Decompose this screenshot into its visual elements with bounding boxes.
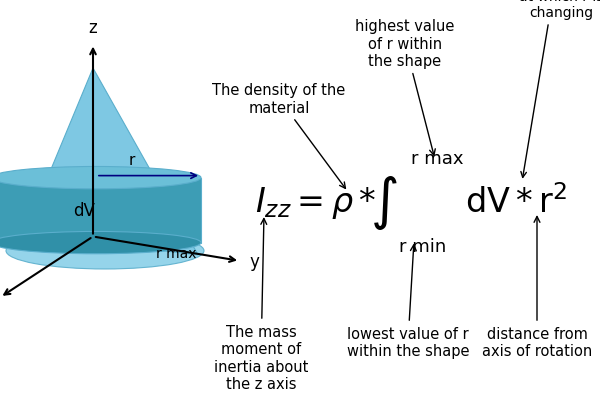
Text: The mass
moment of
inertia about
the z axis: The mass moment of inertia about the z a… [214, 219, 308, 391]
Text: $\mathrm{dV} * \mathrm{r}^2$: $\mathrm{dV} * \mathrm{r}^2$ [465, 185, 568, 220]
Text: The equation
describing the
cylindrical area
within the
shape at any
given value: The equation describing the cylindrical … [506, 0, 600, 178]
Polygon shape [0, 178, 201, 243]
Ellipse shape [0, 167, 201, 190]
Text: The density of the
material: The density of the material [212, 83, 346, 189]
Text: r max: r max [411, 150, 464, 168]
Polygon shape [18, 69, 93, 249]
Text: y: y [249, 252, 259, 270]
Text: highest value
of r within
the shape: highest value of r within the shape [355, 19, 455, 156]
Text: r max: r max [156, 246, 197, 260]
Text: distance from
axis of rotation: distance from axis of rotation [482, 217, 592, 358]
Text: dV: dV [73, 202, 95, 220]
Polygon shape [93, 69, 198, 255]
Text: $I_{zz} = \rho *$: $I_{zz} = \rho *$ [255, 185, 377, 220]
Ellipse shape [6, 233, 204, 269]
Text: lowest value of r
within the shape: lowest value of r within the shape [347, 245, 469, 358]
Text: z: z [89, 19, 97, 36]
Text: $\int$: $\int$ [370, 174, 398, 231]
Text: r min: r min [399, 237, 446, 255]
Text: r: r [129, 153, 135, 168]
Ellipse shape [0, 232, 201, 254]
